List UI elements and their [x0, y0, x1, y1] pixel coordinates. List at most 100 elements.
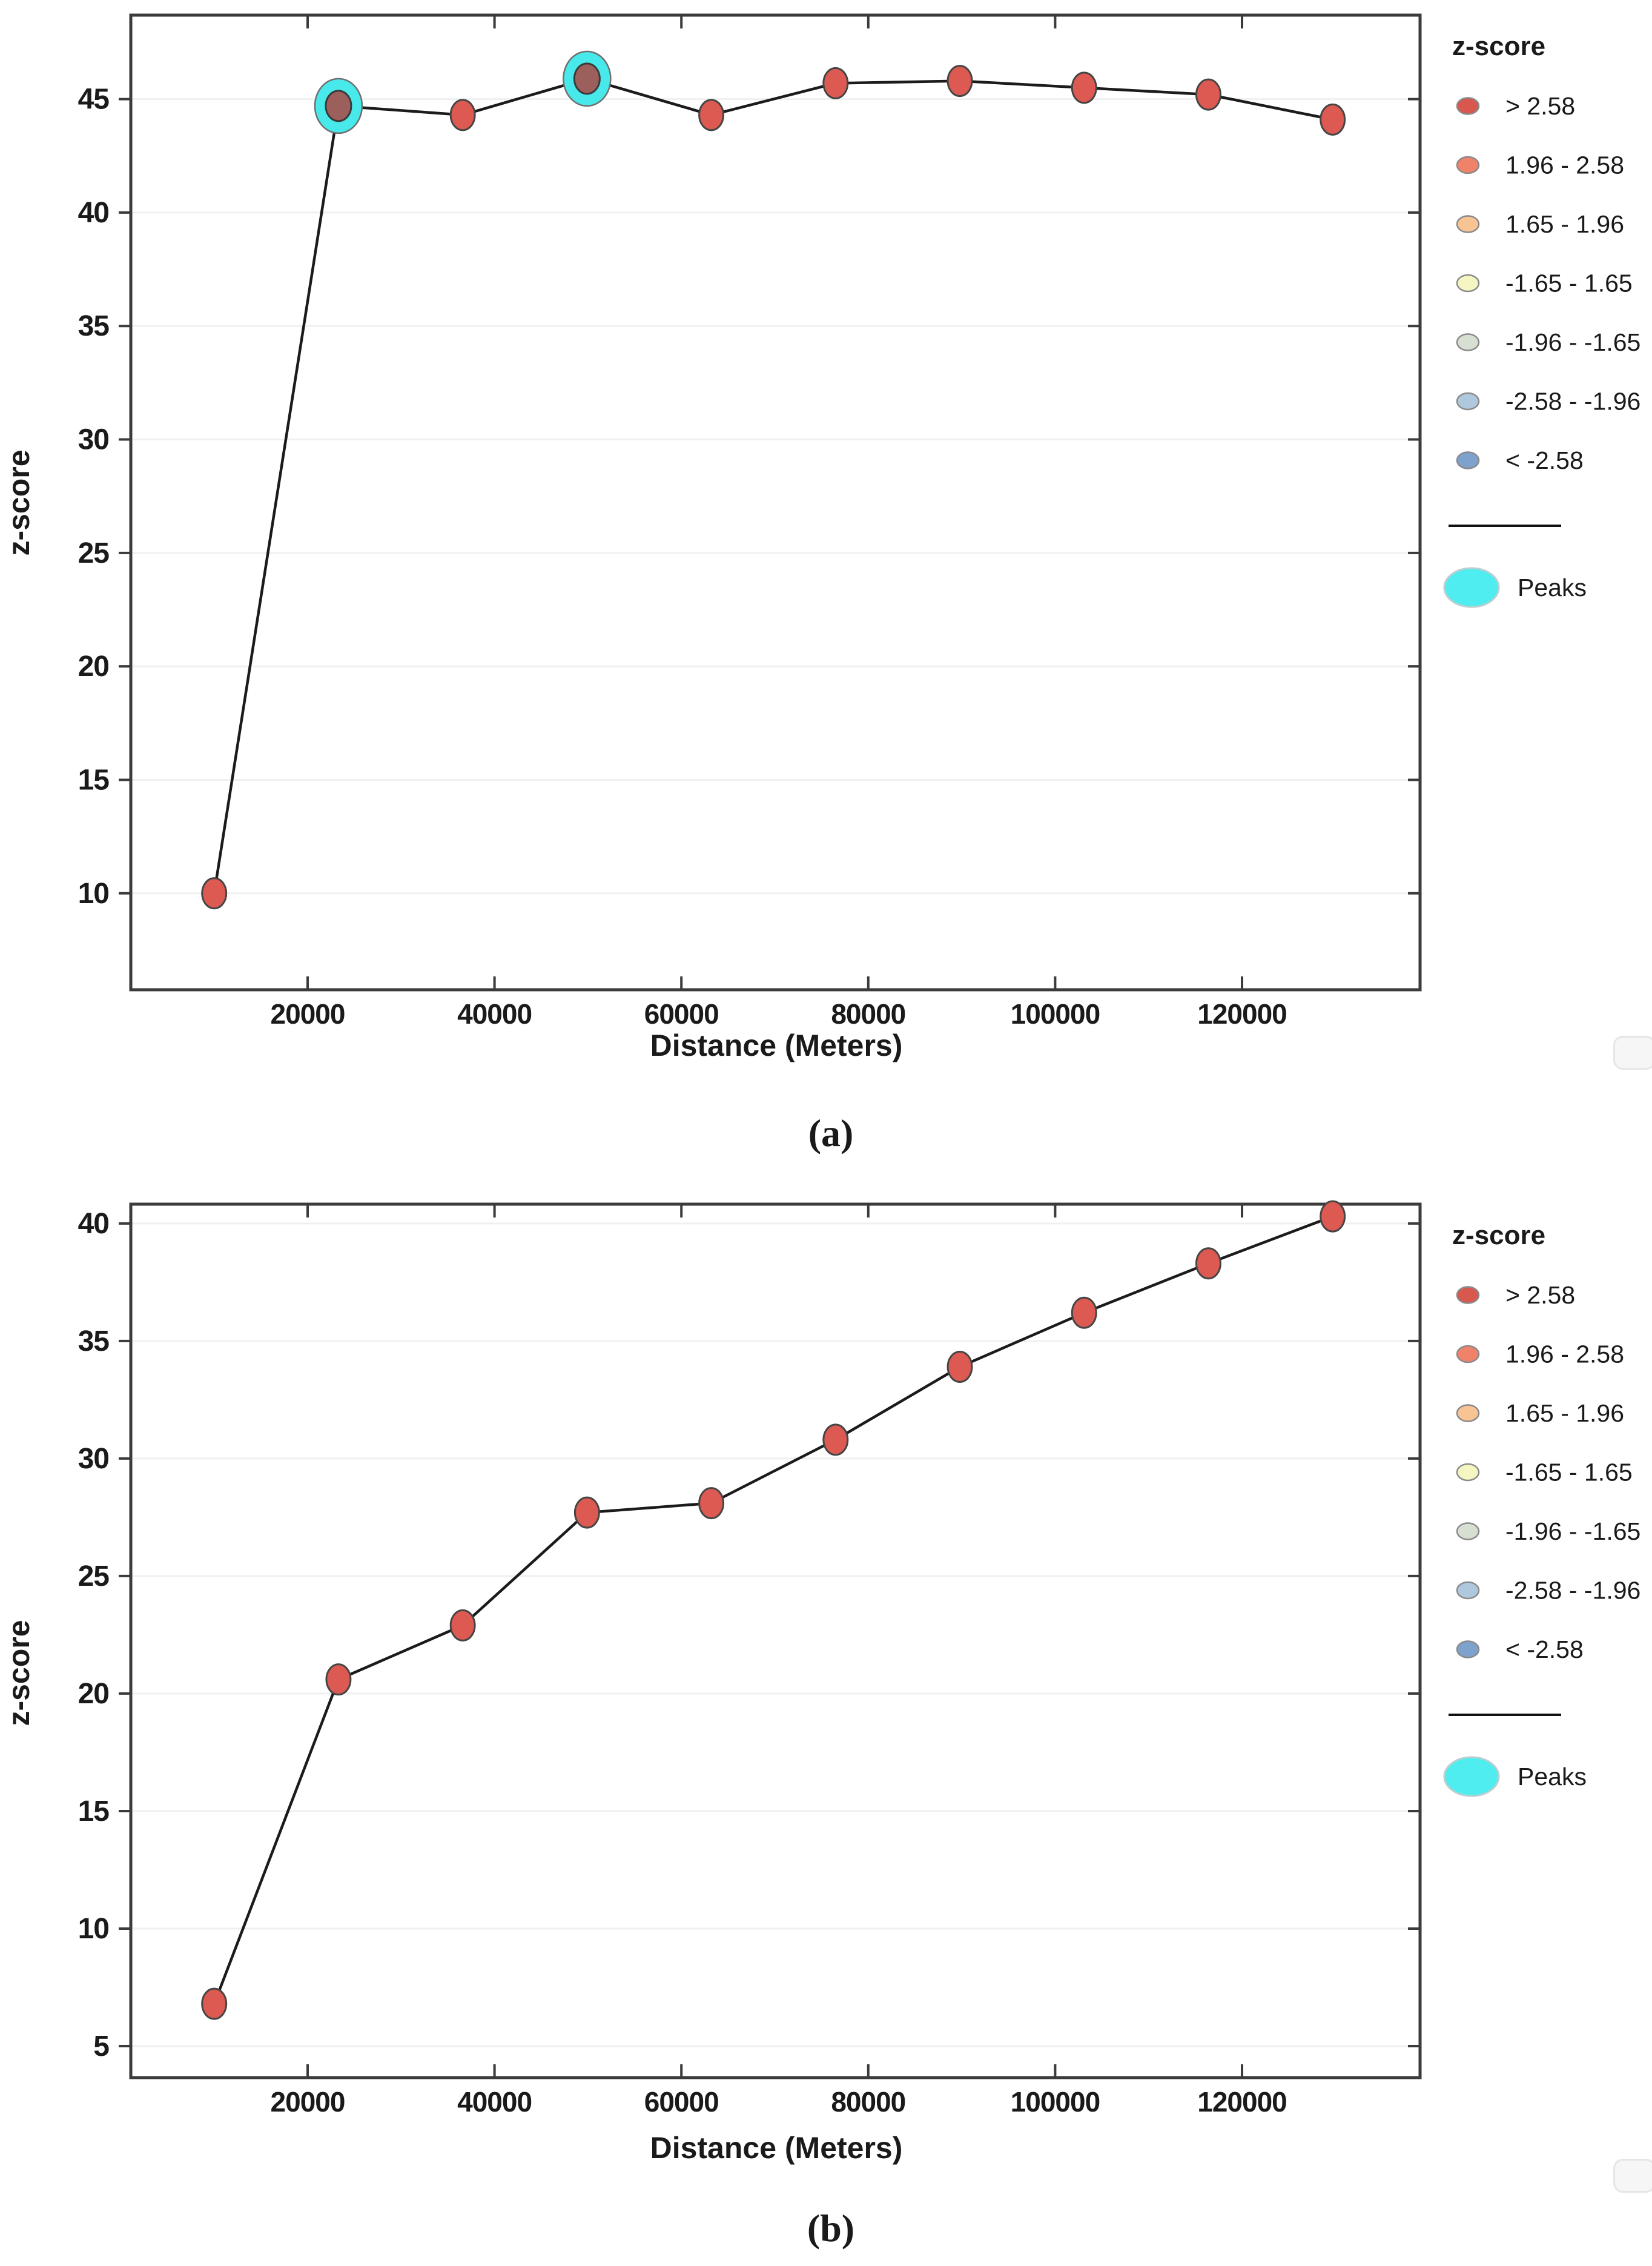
y-tick-label: 20 — [78, 651, 109, 683]
data-point — [822, 1423, 849, 1456]
y-tick-label: 10 — [78, 1913, 109, 1945]
y-tick-label: 40 — [78, 197, 109, 229]
x-tick-label: 80000 — [831, 2086, 905, 2118]
data-point — [1071, 1296, 1097, 1329]
data-point — [325, 90, 352, 122]
legend-swatch-icon — [1456, 1581, 1480, 1600]
data-line — [213, 1215, 1333, 2004]
legend-b: z-score > 2.58 1.96 - 2.58 1.65 - 1.96 -1.65… — [1443, 1221, 1640, 1797]
x-axis-title: Distance (Meters) — [650, 2131, 903, 2165]
legend-entry-label: -1.96 - -1.65 — [1505, 328, 1640, 356]
y-tick-label: 40 — [78, 1208, 109, 1240]
chart-b: 20000 40000 60000 80000 100000 120000 5 10 15 20 2… — [2, 1200, 1640, 2250]
legend-entry-label: -1.65 - 1.65 — [1505, 270, 1633, 297]
data-point — [1320, 103, 1346, 136]
plot-border — [129, 1202, 1422, 2079]
legend-swatch-icon — [1456, 1463, 1480, 1482]
plot-border — [129, 13, 1422, 992]
x-tick-label: 40000 — [457, 2086, 532, 2118]
y-tick-label: 10 — [78, 878, 109, 910]
y-tick-label: 45 — [78, 84, 110, 116]
data-point — [1071, 71, 1097, 104]
y-axis-title: z-score — [2, 449, 36, 555]
legend-swatch-icon — [1456, 1522, 1480, 1540]
legend-entry-label: < -2.58 — [1505, 1635, 1584, 1663]
y-tick-label: 30 — [78, 424, 109, 456]
legend-entry-label: > 2.58 — [1505, 92, 1575, 120]
legend-swatch-icon — [1456, 97, 1480, 115]
legend-peaks-label: Peaks — [1518, 574, 1587, 601]
legend-entry-label: -1.96 - -1.65 — [1505, 1517, 1640, 1545]
data-point — [698, 99, 725, 131]
legend-a: z-score > 2.58 1.96 - 2.58 1.65 - 1.96 -1.65… — [1443, 31, 1640, 608]
legend-title: z-score — [1452, 31, 1545, 61]
chart-a: 20000 40000 60000 80000 100000 120000 10 15 20 25… — [2, 13, 1640, 1155]
legend-entry-label: 1.65 - 1.96 — [1505, 210, 1624, 238]
y-tick-label: 25 — [78, 1560, 110, 1592]
y-tick-label: 15 — [78, 1795, 110, 1827]
peaks-swatch-icon — [1443, 567, 1500, 608]
legend-entry-label: -1.65 - 1.65 — [1505, 1459, 1633, 1486]
x-tick-label: 20000 — [271, 998, 345, 1030]
legend-entry-label: > 2.58 — [1505, 1281, 1575, 1309]
y-tick-label: 20 — [78, 1678, 109, 1710]
y-tick-label: 25 — [78, 537, 110, 569]
x-tick-label: 100000 — [1011, 998, 1100, 1030]
legend-swatch-icon — [1456, 1640, 1480, 1658]
legend-swatch-icon — [1456, 1286, 1480, 1304]
legend-swatch-icon — [1456, 274, 1480, 293]
data-point — [449, 1609, 476, 1642]
x-tick-label: 120000 — [1197, 2086, 1287, 2118]
data-point — [201, 877, 228, 910]
legend-peaks-label: Peaks — [1518, 1763, 1587, 1791]
subfigure-caption: (b) — [807, 2207, 854, 2250]
legend-swatch-icon — [1456, 333, 1480, 351]
legend-entry-label: 1.65 - 1.96 — [1505, 1399, 1624, 1427]
legend-entry-label: -2.58 - -1.96 — [1505, 388, 1640, 416]
y-tick-label: 35 — [78, 310, 110, 342]
legend-entry-label: < -2.58 — [1505, 446, 1584, 474]
data-point — [822, 67, 849, 99]
data-point — [201, 1987, 228, 2020]
edge-artifact-chip — [1613, 1036, 1652, 1070]
x-tick-label: 60000 — [644, 998, 719, 1030]
edge-artifact-chip — [1613, 2159, 1652, 2193]
plot-area — [131, 1204, 1420, 2078]
legend-entry-label: 1.96 - 2.58 — [1505, 151, 1624, 179]
data-point — [698, 1487, 725, 1520]
data-line — [213, 77, 1333, 894]
y-tick-label: 35 — [78, 1325, 110, 1357]
y-axis-title: z-score — [2, 1620, 36, 1726]
legend-entry-label: -2.58 - -1.96 — [1505, 1577, 1640, 1605]
data-point — [449, 99, 476, 131]
legend-swatch-icon — [1456, 451, 1480, 469]
legend-swatch-icon — [1456, 1404, 1480, 1422]
y-tick-label: 5 — [93, 2030, 109, 2062]
legend-swatch-icon — [1456, 215, 1480, 233]
data-point — [1320, 1200, 1346, 1233]
peaks-swatch-icon — [1443, 1756, 1500, 1797]
data-point — [947, 65, 973, 98]
legend-entry-label: 1.96 - 2.58 — [1505, 1340, 1624, 1368]
data-point — [1195, 1247, 1221, 1280]
data-point — [947, 1351, 973, 1383]
x-tick-label: 80000 — [831, 998, 905, 1030]
subfigure-caption: (a) — [808, 1111, 854, 1155]
data-point — [573, 1496, 600, 1529]
x-tick-label: 100000 — [1011, 2086, 1100, 2118]
x-axis-title: Distance (Meters) — [650, 1029, 903, 1062]
y-tick-label: 30 — [78, 1443, 109, 1475]
data-point — [325, 1663, 352, 1696]
x-tick-label: 60000 — [644, 2086, 719, 2118]
x-tick-label: 120000 — [1197, 998, 1287, 1030]
legend-swatch-icon — [1456, 156, 1480, 174]
x-tick-label: 20000 — [271, 2086, 345, 2118]
legend-title: z-score — [1452, 1221, 1545, 1250]
x-tick-label: 40000 — [457, 998, 532, 1030]
y-tick-label: 15 — [78, 764, 110, 796]
legend-swatch-icon — [1456, 392, 1480, 411]
data-point — [1195, 78, 1221, 111]
plot-area — [131, 15, 1420, 990]
